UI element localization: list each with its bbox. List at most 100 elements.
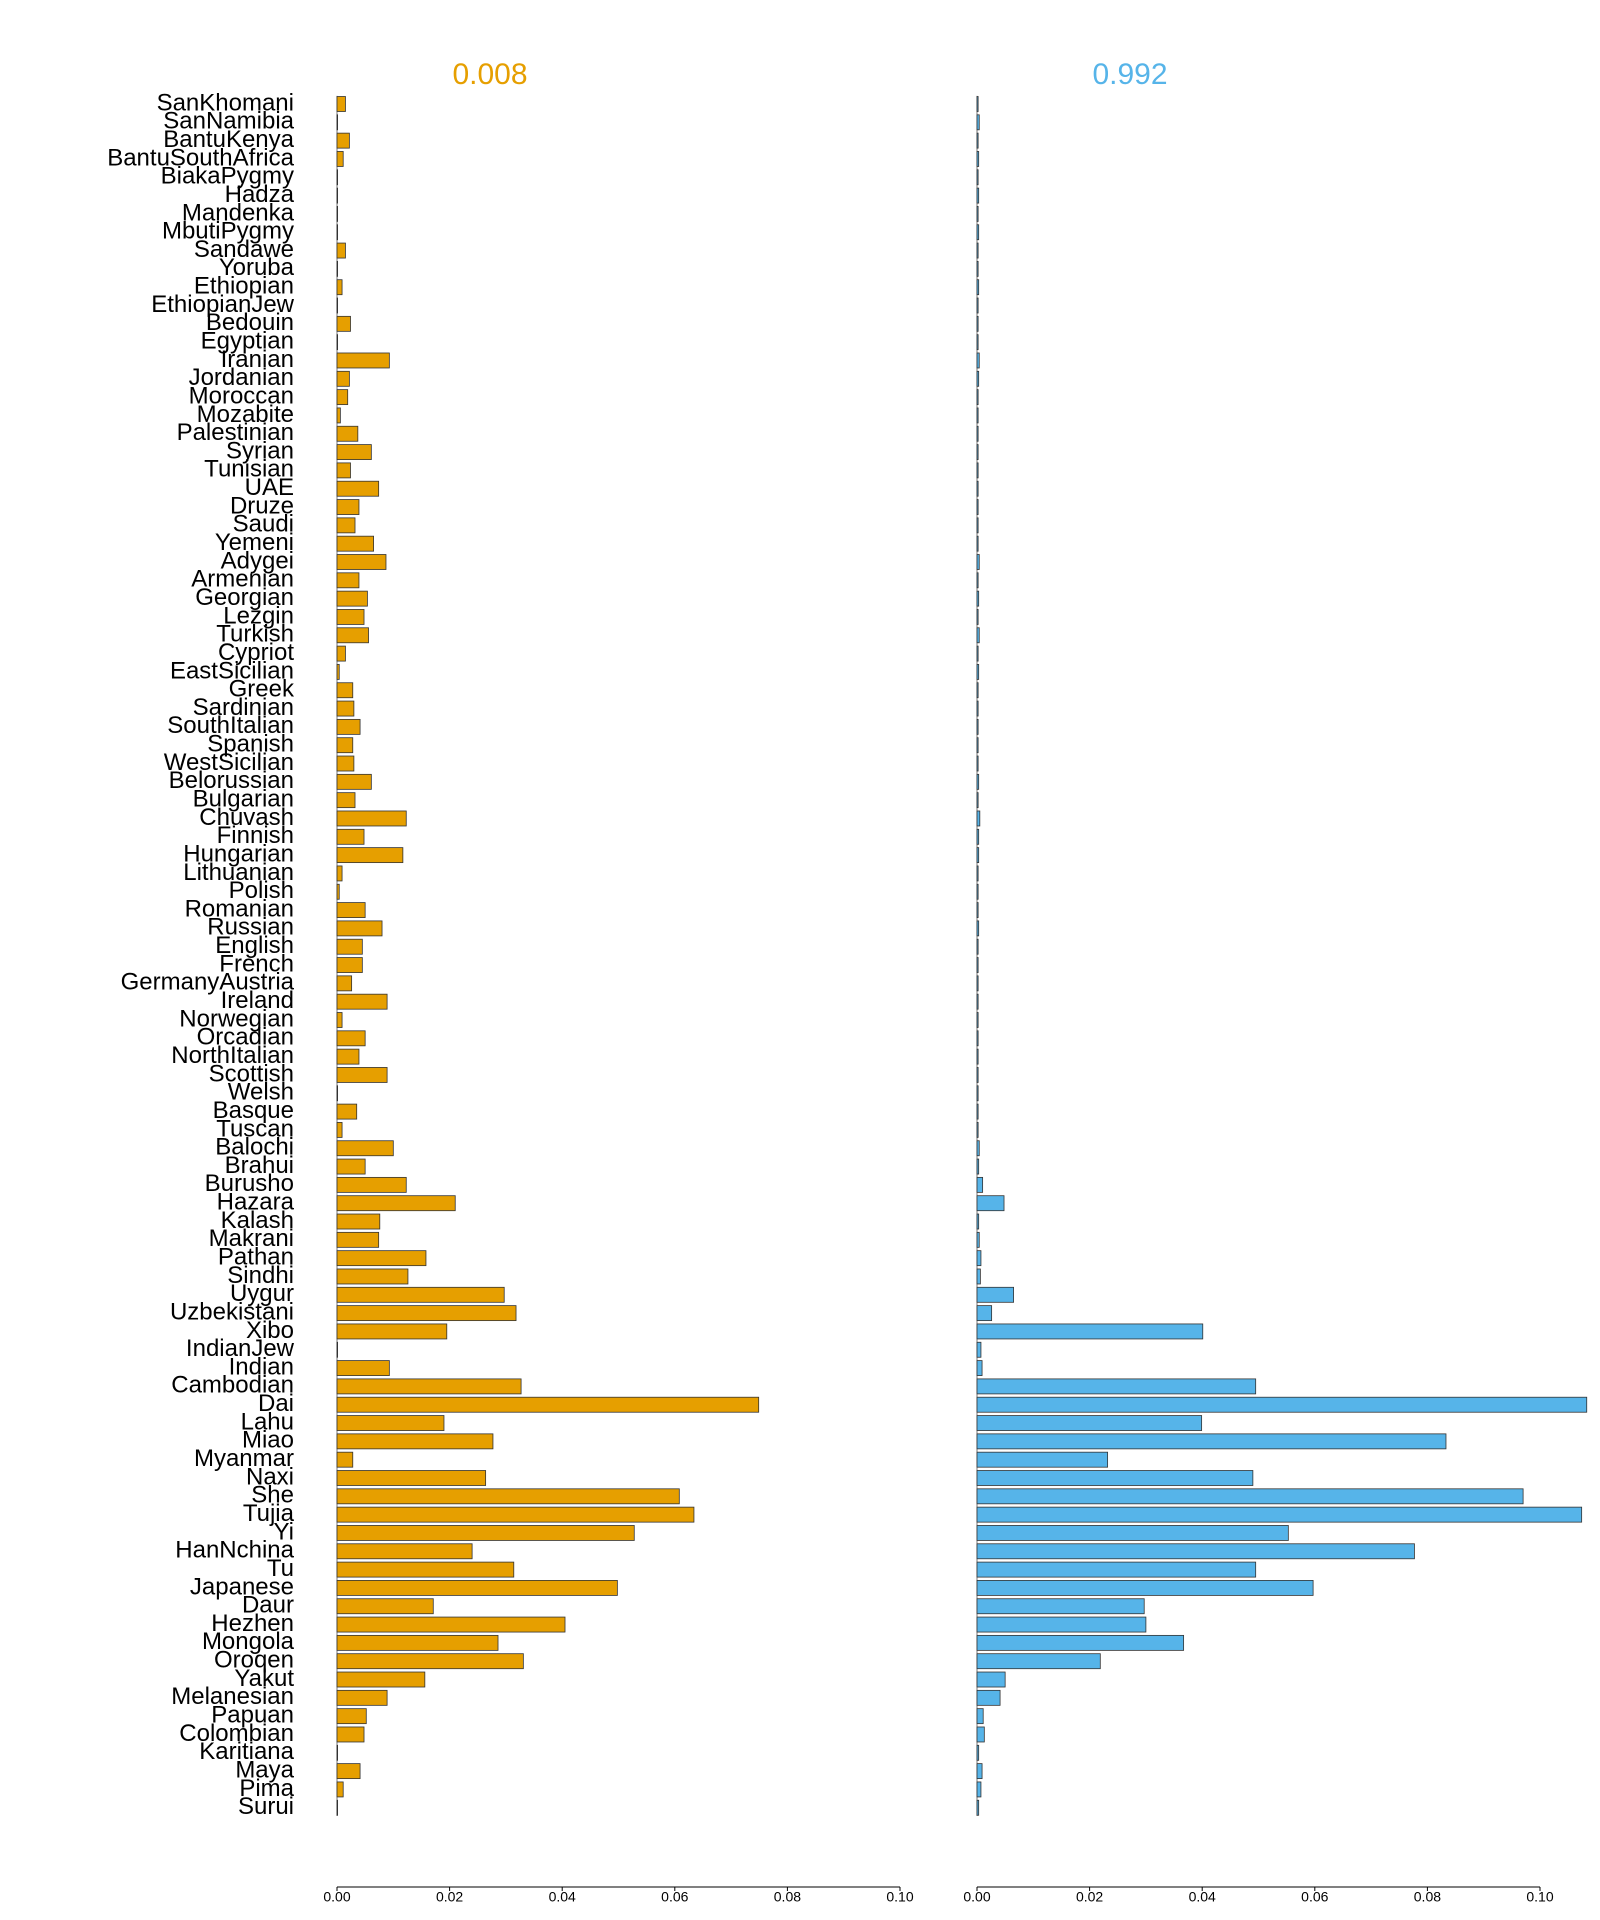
bar <box>336 1341 339 1358</box>
category-label: Hazara <box>217 1189 295 1216</box>
bar <box>336 792 356 809</box>
bar <box>976 1543 1415 1560</box>
bar <box>336 1415 445 1431</box>
category-label: Russian <box>207 914 294 941</box>
panel-title: 0.992 <box>1092 58 1167 91</box>
bar <box>336 1726 365 1743</box>
category-label: EthiopianJew <box>151 291 294 318</box>
category-label: Surui <box>238 1793 294 1820</box>
category-label: Armenian <box>191 566 294 593</box>
category-label: Uygur <box>230 1280 294 1307</box>
bar <box>336 334 339 351</box>
bar <box>976 828 980 845</box>
bar <box>976 260 979 277</box>
bar <box>336 1360 390 1376</box>
category-label: Scottish <box>209 1060 294 1087</box>
bar <box>336 389 349 406</box>
bar <box>976 480 979 497</box>
x-tick-label: 0.02 <box>1076 1889 1103 1905</box>
category-label: Tuscan <box>216 1115 294 1142</box>
bar <box>976 1451 1109 1468</box>
bar <box>336 1580 618 1596</box>
category-label: Tunisian <box>204 456 294 483</box>
bar <box>976 1158 980 1175</box>
category-label: Indian <box>229 1353 294 1380</box>
x-tick-label: 0.00 <box>323 1889 350 1905</box>
category-label: Myanmar <box>194 1445 294 1472</box>
category-label: French <box>219 950 294 977</box>
bar <box>336 1158 366 1175</box>
category-label: Sindhi <box>227 1262 294 1289</box>
category-label: Yi <box>274 1518 294 1545</box>
bar <box>976 920 980 937</box>
category-label: Mozabite <box>197 401 294 428</box>
bar <box>336 1213 381 1230</box>
category-label: English <box>215 932 294 959</box>
bar <box>336 755 355 772</box>
category-label: HanNchina <box>175 1537 294 1564</box>
bar <box>336 1085 339 1102</box>
x-tick-label: 0.08 <box>1414 1889 1441 1905</box>
bar <box>336 1488 680 1505</box>
bar <box>976 737 979 754</box>
category-label: GermanyAustria <box>121 969 295 996</box>
bar <box>976 773 980 790</box>
bar <box>976 444 979 460</box>
bar <box>336 315 351 332</box>
bar <box>336 242 346 259</box>
bar <box>336 1030 366 1047</box>
category-label: Jordanian <box>189 364 294 391</box>
bar <box>976 1799 980 1816</box>
bar <box>976 1140 980 1157</box>
bar <box>976 1415 1203 1431</box>
bar <box>976 315 979 332</box>
bar <box>976 1323 1204 1340</box>
bar <box>976 1634 1185 1651</box>
category-label: Maya <box>235 1756 294 1783</box>
category-label: Mandenka <box>182 199 295 226</box>
bar <box>976 407 979 424</box>
bar <box>336 1561 515 1578</box>
category-label: Daur <box>242 1592 294 1619</box>
bar <box>976 96 979 112</box>
category-label: BantuSouthAfrica <box>107 144 294 171</box>
bar <box>976 1176 984 1193</box>
category-label: MbutiPygmy <box>162 218 294 245</box>
category-label: Romanian <box>185 895 294 922</box>
bar <box>336 773 372 790</box>
bar <box>336 1671 426 1688</box>
bar <box>336 1543 473 1560</box>
bar <box>336 1103 358 1120</box>
category-label: Burusho <box>205 1170 294 1197</box>
category-label: Chuvash <box>199 804 294 831</box>
bar <box>336 1689 388 1706</box>
category-label: Greek <box>229 676 295 703</box>
bar <box>976 792 979 809</box>
bar <box>976 151 980 167</box>
bar <box>336 1634 499 1651</box>
x-tick-label: 0.10 <box>886 1889 913 1905</box>
bar <box>336 151 344 167</box>
bar <box>976 1103 979 1120</box>
bar <box>336 517 356 534</box>
bar <box>336 535 374 552</box>
bar <box>976 810 981 827</box>
category-label: Yoruba <box>219 254 295 281</box>
category-label: Sardinian <box>193 694 294 721</box>
bar <box>976 1268 981 1285</box>
x-tick-label: 0.02 <box>436 1889 463 1905</box>
bar <box>336 700 355 717</box>
bar <box>336 1250 427 1267</box>
category-label: Papuan <box>211 1702 294 1729</box>
bar <box>976 1580 1314 1596</box>
category-label: Dai <box>258 1390 294 1417</box>
category-label: IndianJew <box>186 1335 295 1362</box>
bar <box>976 1689 1001 1706</box>
bar <box>976 682 979 699</box>
bar <box>976 462 979 479</box>
bar <box>336 1305 517 1322</box>
category-label: Brahui <box>225 1152 294 1179</box>
category-label: Norwegian <box>179 1005 294 1032</box>
